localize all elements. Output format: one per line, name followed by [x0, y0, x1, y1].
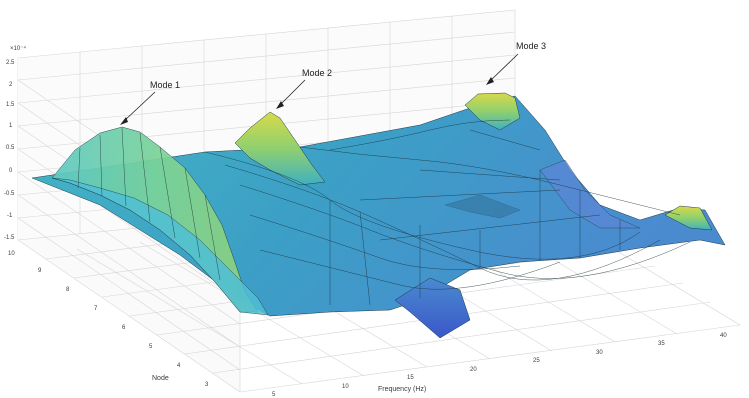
x-tick: 15 [407, 375, 414, 381]
annotations: Mode 1 Mode 2 Mode 3 [120, 41, 546, 125]
x-tick: 35 [658, 341, 665, 347]
y-tick: 3 [205, 382, 209, 388]
annotation-mode-2: Mode 2 [302, 68, 332, 78]
x-tick: 5 [272, 392, 276, 398]
x-tick: 10 [342, 384, 349, 390]
surface [31, 92, 726, 339]
x-tick: 20 [470, 367, 477, 373]
x-tick: 25 [533, 358, 540, 364]
annotation-arrow-mode-3 [488, 53, 519, 83]
z-tick: 1 [9, 123, 13, 129]
arrowhead-mode-1 [120, 117, 128, 125]
annotation-mode-1: Mode 1 [150, 80, 180, 90]
surface-dip [394, 277, 471, 339]
x-tick: 40 [720, 333, 727, 339]
y-tick: 8 [66, 287, 70, 293]
y-tick: 4 [177, 363, 181, 369]
y-axis-label: Node [152, 375, 169, 382]
z-tick: 0 [9, 168, 13, 174]
y-tick: 9 [38, 268, 42, 274]
y-tick: 10 [8, 251, 15, 257]
x-axis-label: Frequency (Hz) [378, 386, 426, 393]
z-tick: 2 [9, 82, 13, 88]
surface-valley [539, 159, 641, 229]
y-axis: 10 9 8 7 6 5 4 3 Node [8, 251, 209, 388]
annotation-arrow-mode-1 [122, 91, 156, 123]
z-tick: -1 [7, 213, 13, 219]
z-exponent-label: ×10⁻⁴ [10, 45, 26, 52]
y-tick: 6 [122, 325, 126, 331]
z-tick: -0.5 [4, 191, 15, 197]
mesh-lines [77, 119, 691, 306]
z-axis: ×10⁻⁴ 2.5 2 1.5 1 0.5 0 -0.5 -1 -1.5 [4, 45, 26, 241]
y-tick: 7 [94, 306, 98, 312]
y-tick: 5 [149, 344, 153, 350]
surface-edge-peak [664, 205, 713, 231]
surface-mode1-front [51, 177, 269, 316]
x-tick: 30 [596, 350, 603, 356]
x-axis: 5 10 15 20 25 30 35 40 Frequency (Hz) [272, 333, 727, 398]
annotation-mode-3: Mode 3 [516, 41, 546, 51]
annotation-arrow-mode-2 [278, 79, 306, 107]
arrowhead-mode-2 [276, 101, 284, 109]
z-tick: 0.5 [6, 145, 15, 151]
arrowhead-mode-3 [486, 77, 494, 85]
z-tick: 1.5 [6, 102, 15, 108]
surface-mode3-peak [464, 92, 521, 131]
surface-ripple [444, 194, 521, 219]
z-tick: 2.5 [6, 60, 15, 66]
surface-mode2-peak [234, 111, 326, 186]
z-tick: -1.5 [4, 235, 15, 241]
